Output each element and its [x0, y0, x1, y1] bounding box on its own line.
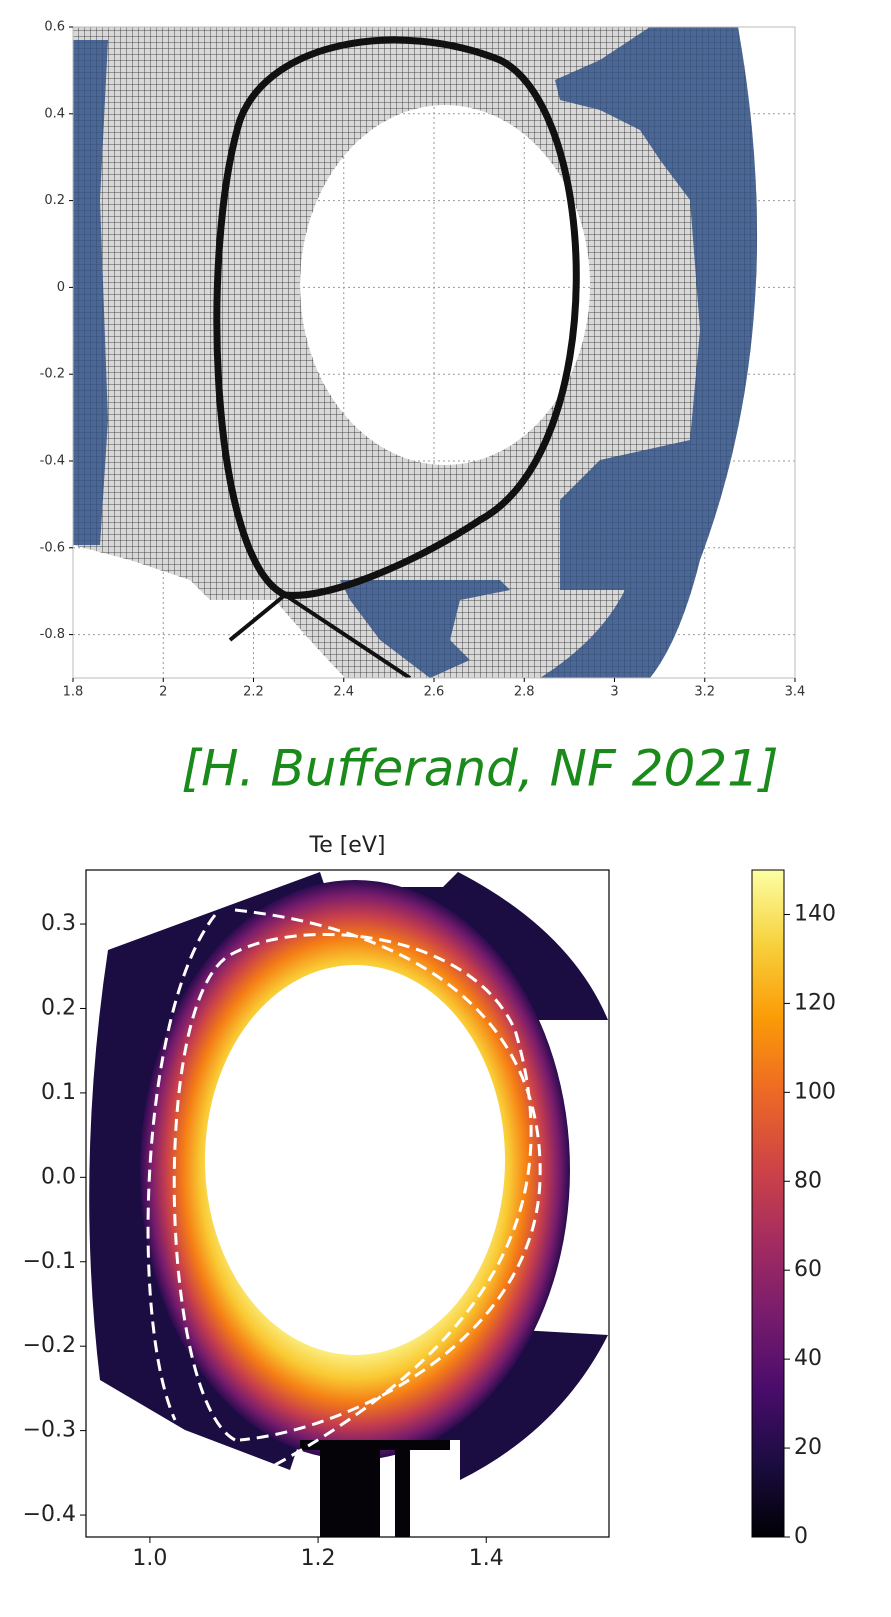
x-tick-label: 3: [610, 685, 618, 700]
heatmap-panel: Te [eV] 1.0 1.2 1.4 0.3 0.2 0.1 0.0 −0.1 −0.2 −0.3…: [23, 833, 836, 1571]
x-tick-label: 3.4: [785, 685, 806, 700]
colorbar-tick-label: 140: [794, 901, 836, 926]
colorbar-tick-label: 120: [794, 990, 836, 1015]
y-tick-label: -0.4: [40, 454, 65, 469]
y-tick-label: -0.6: [40, 540, 65, 555]
chart-title: Te [eV]: [309, 833, 386, 858]
separatrix: [146, 908, 542, 1467]
x-tick-label: 1.4: [469, 1546, 504, 1571]
colorbar-tick-label: 80: [794, 1168, 822, 1193]
y-tick-label: 0.2: [44, 193, 65, 208]
x-tick-label: 2.2: [243, 685, 264, 700]
y-tick-label: 0.0: [41, 1164, 76, 1189]
axes-frame: [85, 869, 610, 1538]
caption: [H. Bufferand, NF 2021]: [182, 740, 779, 798]
y-tick-label: −0.4: [23, 1502, 76, 1527]
x-tick-label: 2: [159, 685, 167, 700]
colorbar-tick-label: 40: [794, 1346, 822, 1371]
x-tick-label: 1.2: [301, 1546, 336, 1571]
y-tick-label: -0.8: [40, 627, 65, 642]
y-tick-label: 0.2: [41, 995, 76, 1020]
mesh: [73, 27, 758, 678]
y-tick-label: −0.1: [23, 1249, 76, 1274]
colorbar-tick-label: 60: [794, 1257, 822, 1282]
y-tick-label: −0.2: [23, 1333, 76, 1358]
separatrix: [213, 36, 580, 599]
x-tick-label: 3.2: [694, 685, 715, 700]
mesh-blue: [540, 27, 758, 678]
y-tick-label: 0.1: [41, 1080, 76, 1105]
colorbar-tick-label: 100: [794, 1079, 836, 1104]
colorbar-tick-label: 20: [794, 1435, 822, 1460]
mesh-blue: [340, 580, 510, 678]
x-tick-label: 2.4: [333, 685, 354, 700]
heatmap: [89, 872, 609, 1537]
separatrix: [228, 593, 412, 678]
y-tick-label: 0.3: [41, 911, 76, 936]
divertor: [300, 1440, 450, 1537]
y-tick-label: 0: [57, 280, 65, 295]
y-tick-label: -0.2: [40, 367, 65, 382]
y-tick-label: 0.6: [44, 20, 65, 35]
mesh-panel: 1.8 2 2.2 2.4 2.6 2.8 3 3.2 3.4 0.6 0.4 0.2 0 -0.2 -0.…: [40, 20, 806, 700]
y-tick-label: 0.4: [44, 106, 65, 121]
x-tick-label: 1.0: [132, 1546, 167, 1571]
x-tick-label: 1.8: [63, 685, 84, 700]
mesh-blue: [73, 40, 108, 545]
x-tick-label: 2.8: [514, 685, 535, 700]
core: [205, 965, 505, 1355]
colorbar: [751, 869, 785, 1538]
colorbar-tick-label: 0: [794, 1524, 808, 1549]
y-tick-label: −0.3: [23, 1418, 76, 1443]
x-tick-label: 2.6: [424, 685, 445, 700]
